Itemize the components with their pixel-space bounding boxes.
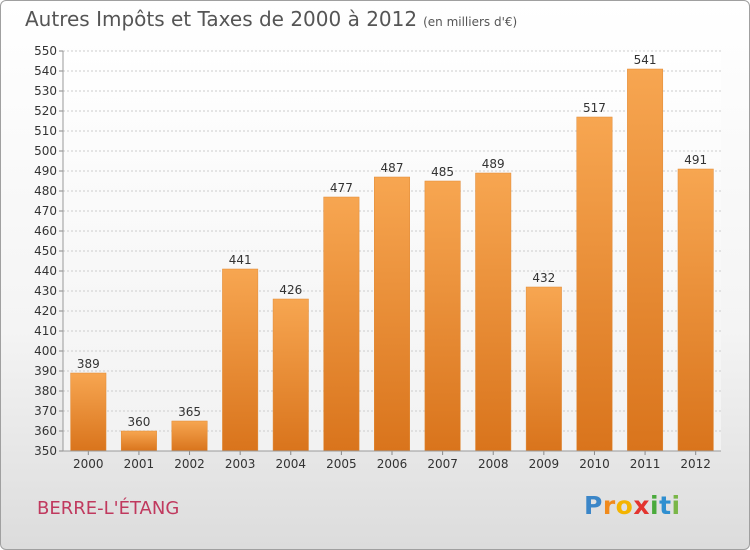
x-tick-label: 2001 <box>124 457 155 471</box>
bar <box>374 176 410 452</box>
y-tick-label: 380 <box>34 384 57 398</box>
x-tick-label: 2011 <box>630 457 661 471</box>
y-tick-label: 550 <box>34 44 57 58</box>
x-tick-label: 2008 <box>478 457 509 471</box>
y-tick-label: 490 <box>34 164 57 178</box>
bar-value-label: 360 <box>127 415 150 429</box>
x-tick-label: 2006 <box>377 457 408 471</box>
logo-letter: t <box>659 491 672 520</box>
bar <box>475 172 512 452</box>
bar <box>171 420 208 452</box>
y-tick-label: 460 <box>34 224 57 238</box>
logo-letter: P <box>584 491 603 520</box>
logo-letter: i <box>650 491 660 520</box>
x-tick-label: 2002 <box>174 457 205 471</box>
bar-value-label: 487 <box>381 161 404 175</box>
bar-value-label: 489 <box>482 157 505 171</box>
bar-value-label: 491 <box>684 153 707 167</box>
x-tick-label: 2012 <box>680 457 711 471</box>
bar-value-label: 541 <box>634 53 657 67</box>
logo-letter: r <box>602 491 616 520</box>
x-tick-label: 2003 <box>225 457 256 471</box>
x-tick-label: 2007 <box>427 457 458 471</box>
bars: 389 360 365 441 426 477 487 485 489 432 517 541 491 <box>70 53 714 452</box>
bar-value-label: 432 <box>532 271 555 285</box>
bar <box>120 430 157 452</box>
commune-name: BERRE-L'ÉTANG <box>37 498 180 519</box>
bar <box>222 268 259 452</box>
bar <box>323 196 360 452</box>
y-tick-label: 420 <box>34 304 57 318</box>
x-tick-label: 2009 <box>529 457 560 471</box>
y-tick-label: 390 <box>34 364 57 378</box>
bar-value-label: 477 <box>330 181 353 195</box>
bar <box>70 372 107 452</box>
y-tick-label: 370 <box>34 404 57 418</box>
bar-value-label: 365 <box>178 405 201 419</box>
logo-letter: x <box>633 491 650 520</box>
x-tick-label: 2010 <box>579 457 610 471</box>
bar <box>525 286 562 452</box>
y-tick-label: 510 <box>34 124 57 138</box>
x-tick-label: 2000 <box>73 457 104 471</box>
chart-subtitle: (en milliers d'€) <box>423 15 518 29</box>
y-tick-label: 470 <box>34 204 57 218</box>
bar <box>576 116 613 452</box>
bar-value-label: 485 <box>431 165 454 179</box>
bar-value-label: 426 <box>279 283 302 297</box>
bar <box>627 68 664 452</box>
y-tick-label: 450 <box>34 244 57 258</box>
chart-title: Autres Impôts et Taxes de 2000 à 2012 (en… <box>25 7 517 31</box>
y-tick-label: 480 <box>34 184 57 198</box>
x-axis: 2000 2001 2002 2003 2004 2005 2006 2007 2008 2009… <box>63 450 721 471</box>
logo-letter: i <box>671 491 681 520</box>
bar-value-label: 517 <box>583 101 606 115</box>
bar-value-label: 441 <box>229 253 252 267</box>
bar <box>424 180 461 452</box>
chart-title-text: Autres Impôts et Taxes de 2000 à 2012 <box>25 7 418 31</box>
x-tick-label: 2005 <box>326 457 357 471</box>
y-tick-label: 440 <box>34 264 57 278</box>
y-tick-label: 530 <box>34 84 57 98</box>
bar <box>677 168 714 452</box>
proxiti-logo: Proxiti <box>584 491 681 520</box>
y-tick-label: 350 <box>34 444 57 458</box>
y-tick-label: 520 <box>34 104 57 118</box>
y-tick-label: 400 <box>34 344 57 358</box>
bar-value-label: 389 <box>77 357 100 371</box>
y-tick-label: 540 <box>34 64 57 78</box>
y-axis: 350 360 370 380 390 400 410 420 430 440 450 460 470 4… <box>34 44 64 458</box>
y-tick-label: 360 <box>34 424 57 438</box>
y-tick-label: 500 <box>34 144 57 158</box>
x-tick-label: 2004 <box>275 457 306 471</box>
logo-letter: o <box>615 491 634 520</box>
y-tick-label: 410 <box>34 324 57 338</box>
bar <box>272 298 309 452</box>
y-tick-label: 430 <box>34 284 57 298</box>
